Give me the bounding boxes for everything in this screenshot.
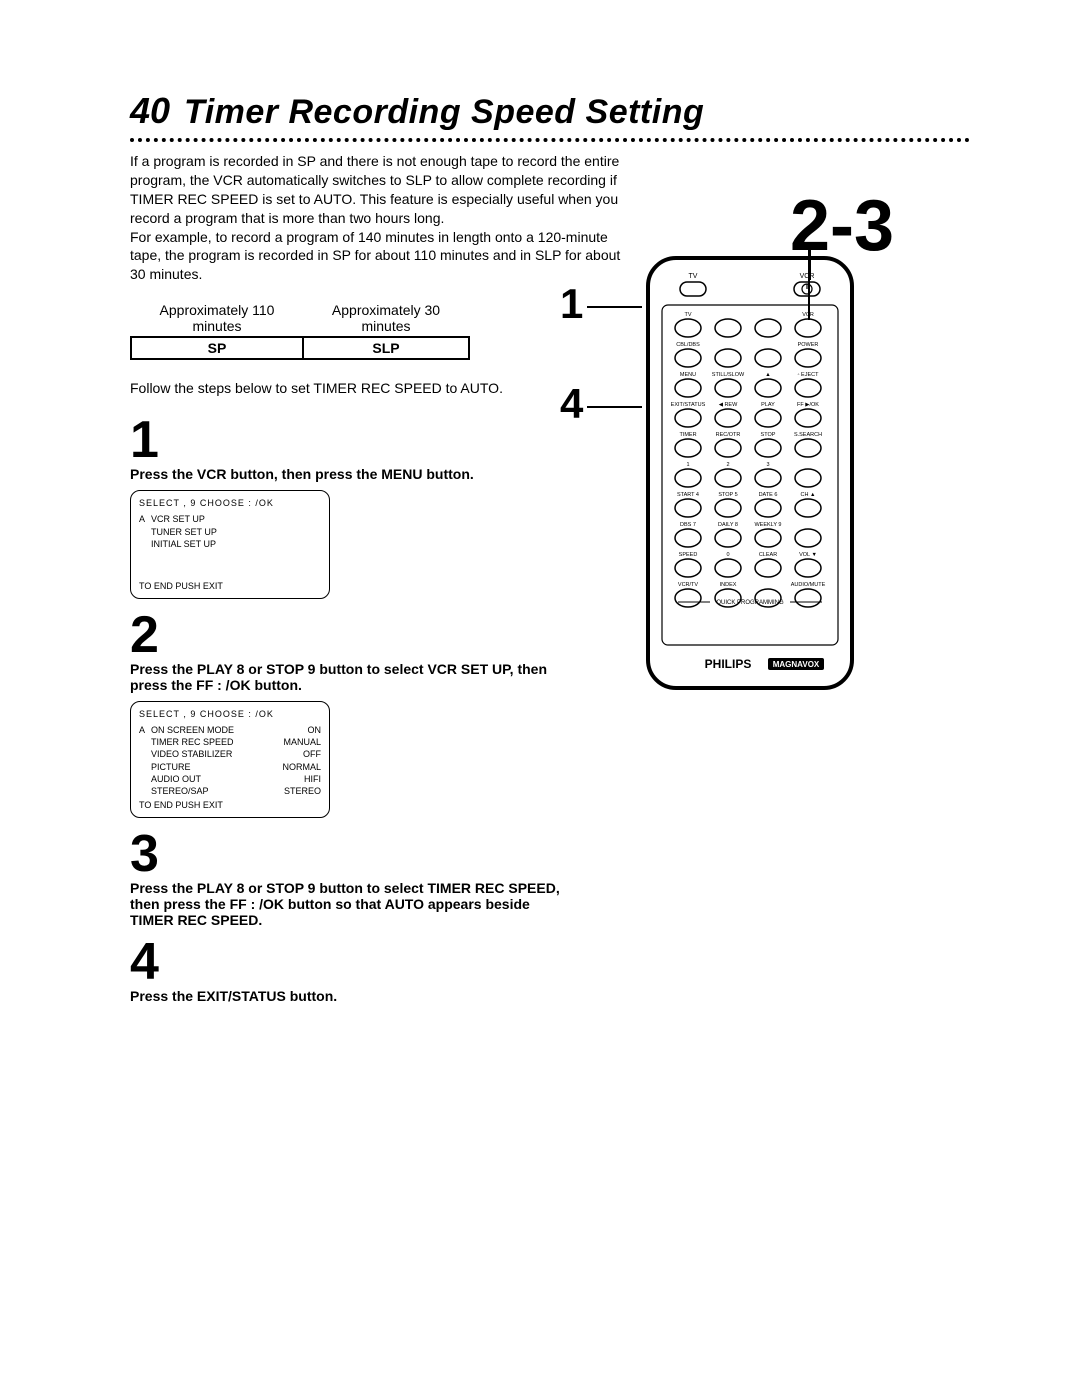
svg-text:▲: ▲ [765, 372, 770, 378]
col-header-sp: Approximately 110 minutes [131, 300, 303, 337]
osd2-item: ON SCREEN MODEON [139, 724, 321, 736]
svg-text:VCR: VCR [800, 273, 815, 280]
table-data-row: SP SLP [131, 337, 469, 359]
osd1-item: INITIAL SET UP [139, 538, 321, 550]
osd-screen-1: SELECT , 9 CHOOSE : /OK VCR SET UP TUNER… [130, 490, 330, 599]
osd-screen-2: SELECT , 9 CHOOSE : /OK ON SCREEN MODEON… [130, 701, 330, 818]
osd2-item: VIDEO STABILIZEROFF [139, 748, 321, 760]
svg-text:S.SEARCH: S.SEARCH [794, 432, 822, 438]
step-3-text: Press the PLAY 8 or STOP 9 button to sel… [130, 880, 560, 928]
step-4-text: Press the EXIT/STATUS button. [130, 988, 560, 1004]
dotted-rule [130, 138, 970, 142]
quick-programming-label: QUICK PROGRAMMING [716, 600, 784, 606]
svg-text:PLAY: PLAY [761, 402, 775, 408]
intro-p2: For example, to record a program of 140 … [130, 228, 630, 285]
col-header-slp: Approximately 30 minutes [303, 300, 469, 337]
svg-text:1: 1 [686, 462, 689, 468]
manual-page: 40 Timer Recording Speed Setting If a pr… [0, 0, 1080, 1212]
svg-text:3: 3 [766, 462, 769, 468]
cell-slp: SLP [303, 337, 469, 359]
speed-table: Approximately 110 minutes Approximately … [130, 300, 470, 360]
svg-text:TIMER: TIMER [679, 432, 696, 438]
remote-control-icon: TV VCR TVVCRCBL/DBSPOWERMENUSTILL/SLOW▲◦… [640, 250, 860, 710]
intro-text: If a program is recorded in SP and there… [130, 152, 630, 284]
svg-text:STOP: STOP [761, 432, 776, 438]
table-header-row: Approximately 110 minutes Approximately … [131, 300, 469, 337]
svg-text:VOL ▼: VOL ▼ [799, 552, 817, 558]
step-4-number: 4 [130, 936, 970, 988]
svg-text:AUDIO/MUTE: AUDIO/MUTE [791, 582, 826, 588]
svg-text:VCR/TV: VCR/TV [678, 582, 699, 588]
svg-text:STOP 5: STOP 5 [718, 492, 737, 498]
svg-text:CH ▲: CH ▲ [801, 492, 816, 498]
svg-text:CBL/DBS: CBL/DBS [676, 342, 700, 348]
step-3-number: 3 [130, 828, 970, 880]
osd2-item: STEREO/SAPSTEREO [139, 785, 321, 797]
svg-text:START 4: START 4 [677, 492, 699, 498]
svg-text:INDEX: INDEX [720, 582, 737, 588]
svg-text:EXIT/STATUS: EXIT/STATUS [671, 402, 706, 408]
svg-text:◦ EJECT: ◦ EJECT [798, 372, 820, 378]
osd1-footer: TO END PUSH EXIT [139, 580, 321, 592]
svg-text:MENU: MENU [680, 372, 696, 378]
osd2-item: AUDIO OUTHIFI [139, 773, 321, 785]
callout-1: 1 [560, 280, 642, 328]
osd1-item: TUNER SET UP [139, 526, 321, 538]
svg-text:WEEKLY 9: WEEKLY 9 [754, 522, 781, 528]
svg-text:REC/OTR: REC/OTR [716, 432, 741, 438]
brand-label: PHILIPS [705, 657, 752, 671]
page-header: 40 Timer Recording Speed Setting [130, 90, 970, 132]
svg-text:DAILY 8: DAILY 8 [718, 522, 738, 528]
svg-text:FF ▶/OK: FF ▶/OK [797, 402, 819, 408]
svg-text:◀ REW: ◀ REW [719, 402, 738, 408]
svg-text:0: 0 [726, 552, 729, 558]
svg-text:2: 2 [726, 462, 729, 468]
step-2-text: Press the PLAY 8 or STOP 9 button to sel… [130, 661, 560, 693]
svg-text:CLEAR: CLEAR [759, 552, 777, 558]
svg-text:DBS 7: DBS 7 [680, 522, 696, 528]
follow-text: Follow the steps below to set TIMER REC … [130, 380, 630, 396]
osd2-item: PICTURENORMAL [139, 761, 321, 773]
osd2-header: SELECT , 9 CHOOSE : /OK [139, 708, 321, 720]
osd1-item: VCR SET UP [139, 513, 321, 525]
svg-text:SPEED: SPEED [679, 552, 698, 558]
page-title: Timer Recording Speed Setting [184, 93, 704, 132]
osd1-header: SELECT , 9 CHOOSE : /OK [139, 497, 321, 509]
callout-4: 4 [560, 380, 642, 428]
leader-line-23 [808, 248, 810, 320]
page-number: 40 [130, 90, 170, 132]
subbrand-label: MAGNAVOX [773, 660, 820, 669]
osd2-item: TIMER REC SPEEDMANUAL [139, 736, 321, 748]
cell-sp: SP [131, 337, 303, 359]
svg-text:TV: TV [684, 312, 691, 318]
svg-text:STILL/SLOW: STILL/SLOW [712, 372, 745, 378]
svg-text:TV: TV [689, 273, 698, 280]
svg-text:DATE 6: DATE 6 [759, 492, 778, 498]
osd2-footer: TO END PUSH EXIT [139, 799, 321, 811]
intro-p1: If a program is recorded in SP and there… [130, 152, 630, 228]
svg-text:POWER: POWER [798, 342, 819, 348]
step-1-text: Press the VCR button, then press the MEN… [130, 466, 560, 482]
